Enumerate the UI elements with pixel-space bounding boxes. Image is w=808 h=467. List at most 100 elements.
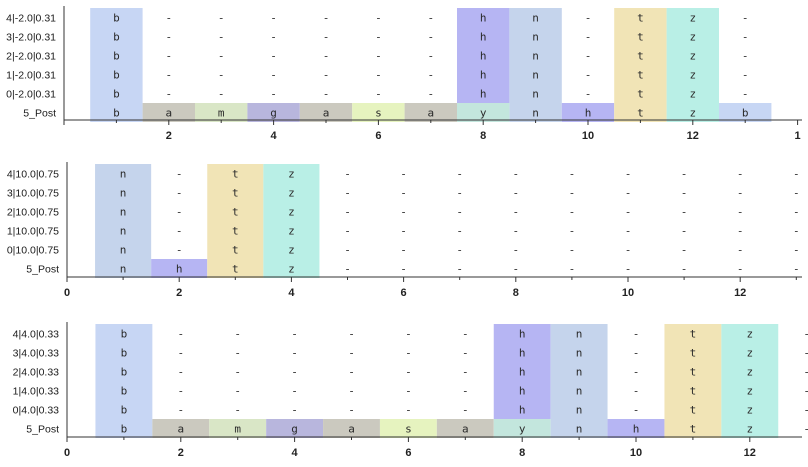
alignment-row: 5_Post n h t z - - - - - - - - -	[26, 259, 800, 278]
residue-label: n	[576, 328, 583, 341]
x-tick-label: 0	[64, 447, 70, 459]
residue-cell	[207, 164, 264, 183]
residue-label: -	[177, 347, 184, 360]
residue-label: z	[288, 168, 295, 181]
residue-label: -	[803, 404, 808, 417]
row-label: 2|4.0|0.33	[13, 367, 59, 379]
residue-label: b	[121, 423, 128, 436]
residue-label: t	[232, 206, 239, 219]
residue-label: -	[234, 328, 241, 341]
residue-cell	[561, 103, 615, 122]
alignment-row: 1|-2.0|0.31 b - - - - - - h n - t z -	[6, 65, 749, 84]
residue-label: t	[232, 187, 239, 200]
residue-label: -	[625, 225, 632, 238]
residue-cell	[666, 84, 719, 103]
residue-label: t	[232, 263, 239, 276]
residue-label: n	[576, 404, 583, 417]
residue-label: b	[113, 50, 120, 63]
residue-cell	[493, 343, 551, 362]
residue-cell	[151, 259, 208, 278]
residue-label: -	[427, 50, 434, 63]
residue-cell	[550, 362, 608, 381]
residue-cell	[90, 46, 143, 65]
residue-cell	[379, 419, 437, 438]
x-tick-label: 12	[687, 130, 699, 142]
residue-label: -	[512, 244, 519, 257]
residue-cell	[493, 419, 551, 438]
residue-cell	[263, 221, 320, 240]
row-label: 3|-2.0|0.31	[6, 32, 56, 44]
residue-cell	[95, 400, 153, 419]
residue-label: -	[803, 366, 808, 379]
residue-label: s	[405, 423, 412, 436]
residue-label: -	[512, 206, 519, 219]
residue-cell	[323, 419, 380, 438]
residue-cell	[95, 381, 153, 400]
residue-label: -	[585, 50, 592, 63]
x-tick-label: 8	[513, 287, 519, 299]
residue-label: y	[519, 423, 526, 436]
residue-label: -	[291, 404, 298, 417]
residue-label: -	[793, 206, 800, 219]
alignment-row: 3|4.0|0.33 b - - - - - - h n - t z -	[13, 343, 808, 362]
residue-label: -	[405, 347, 412, 360]
residue-label: -	[512, 187, 519, 200]
x-tick-label: 10	[630, 447, 642, 459]
residue-label: g	[291, 423, 298, 436]
residue-label: -	[742, 88, 749, 101]
residue-cell	[95, 183, 152, 202]
residue-label: a	[177, 423, 184, 436]
residue-label: h	[519, 385, 526, 398]
residue-label: -	[400, 187, 407, 200]
x-tick-label: 6	[401, 287, 407, 299]
residue-label: -	[270, 50, 277, 63]
residue-label: -	[400, 206, 407, 219]
residue-cell	[95, 221, 152, 240]
residue-label: -	[737, 187, 744, 200]
residue-label: -	[176, 225, 183, 238]
residue-label: -	[165, 12, 172, 25]
residue-label: -	[165, 69, 172, 82]
residue-label: h	[480, 50, 487, 63]
residue-label: n	[120, 168, 127, 181]
x-tick-label: 12	[744, 447, 756, 459]
residue-label: z	[689, 107, 696, 120]
x-tick-label: 2	[166, 130, 172, 142]
residue-label: -	[375, 12, 382, 25]
residue-label: -	[291, 347, 298, 360]
residue-label: s	[375, 107, 382, 120]
residue-label: t	[637, 31, 644, 44]
residue-label: -	[344, 206, 351, 219]
residue-cell	[90, 65, 143, 84]
residue-cell	[607, 419, 665, 438]
alignment-row: 4|-2.0|0.31 b - - - - - - h n - t z -	[6, 8, 749, 27]
residue-label: -	[405, 385, 412, 398]
residue-label: -	[427, 12, 434, 25]
residue-label: h	[176, 263, 183, 276]
residue-label: -	[234, 366, 241, 379]
residue-label: n	[532, 12, 539, 25]
residue-label: h	[480, 12, 487, 25]
residue-label: n	[576, 347, 583, 360]
row-label: 0|4.0|0.33	[13, 405, 59, 417]
residue-label: z	[689, 69, 696, 82]
residue-label: -	[323, 12, 330, 25]
row-label: 5_Post	[23, 108, 56, 120]
residue-cell	[721, 324, 779, 343]
alignment-row: 3|-2.0|0.31 b - - - - - - h n - t z -	[6, 27, 749, 46]
residue-cell	[614, 84, 667, 103]
residue-label: -	[585, 31, 592, 44]
residue-cell	[266, 419, 324, 438]
residue-label: y	[480, 107, 487, 120]
residue-label: -	[405, 366, 412, 379]
residue-cell	[95, 240, 152, 259]
residue-label: -	[344, 225, 351, 238]
alignment-row: 1|10.0|0.75 n - t z - - - - - - - - -	[7, 221, 800, 240]
x-tick-label: 10	[582, 130, 594, 142]
residue-label: h	[480, 69, 487, 82]
residue-cell	[509, 103, 562, 122]
residue-label: a	[323, 107, 330, 120]
x-tick-label: 2	[178, 447, 184, 459]
residue-label: h	[519, 347, 526, 360]
